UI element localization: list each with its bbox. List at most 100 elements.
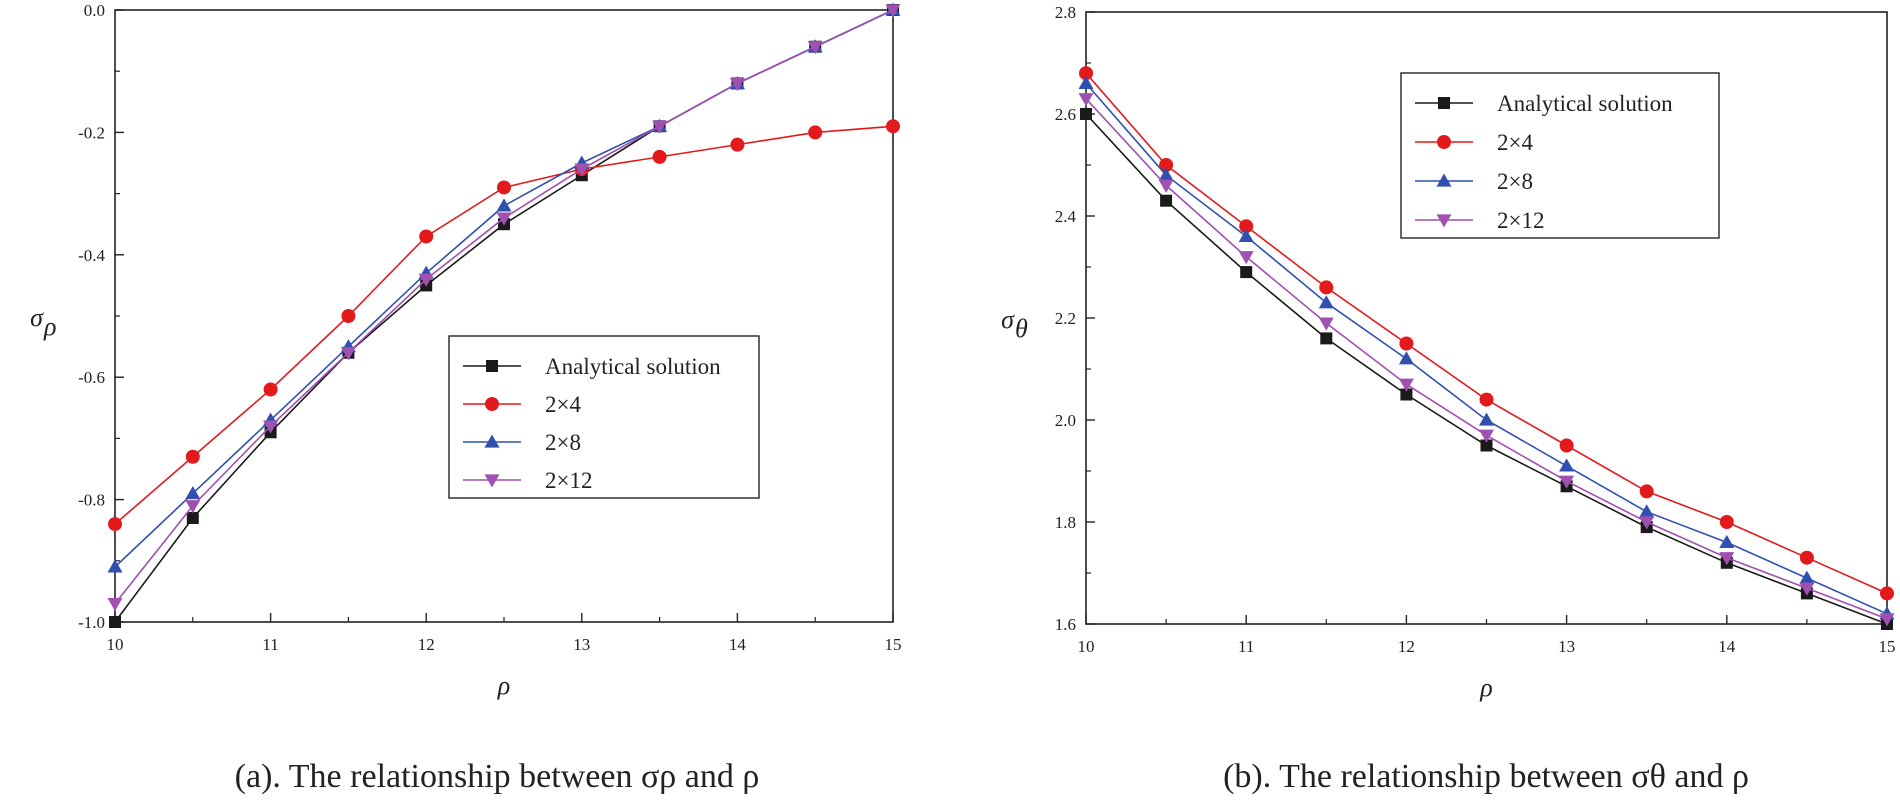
data-point [185,449,200,464]
data-point [1799,550,1814,565]
y-axis-label: σ [30,303,44,332]
data-point [1078,75,1094,90]
data-point [808,125,823,140]
data-point [1238,228,1254,243]
legend-marker [1437,135,1451,149]
data-point [886,119,900,134]
data-point [807,41,823,55]
data-point [729,77,745,91]
data-point [1078,93,1094,107]
data-point [730,137,745,152]
data-point [1318,317,1334,331]
series-line-4 [114,9,894,605]
legend-marker [486,360,498,372]
data-point [652,149,667,164]
legend-label: 2×4 [545,392,581,417]
data-point [419,229,434,244]
data-point [1158,167,1174,181]
legend-label: 2×8 [1497,169,1533,194]
data-point [1400,388,1413,401]
legend-label: 2×4 [1497,130,1533,155]
data-point [1719,552,1735,566]
y-tick-label: -1.0 [78,613,105,632]
data-point [652,120,668,134]
data-point [1080,108,1092,120]
data-point [1159,158,1174,172]
legend-label: Analytical solution [545,354,721,379]
x-tick-label: 15 [885,635,902,654]
y-tick-label: 0.0 [84,1,105,20]
y-tick-label: 2.4 [1055,207,1077,226]
legend-label: 2×12 [545,468,592,493]
x-tick-label: 14 [729,635,747,654]
data-point [109,616,121,628]
caption-a: (a). The relationship between σρ and ρ [235,758,760,795]
data-point [1320,332,1333,345]
x-tick-label: 11 [262,635,278,654]
data-point [1879,613,1895,627]
data-point [1639,504,1655,518]
legend-marker [484,434,500,448]
data-point [418,273,434,287]
data-point [1559,458,1575,472]
x-tick-label: 14 [1718,637,1736,656]
data-point [1719,534,1735,549]
data-point [1398,378,1414,392]
x-tick-label: 10 [107,635,124,654]
data-point [107,559,123,573]
legend-marker [1438,97,1450,109]
data-point [496,212,512,226]
y-tick-label: -0.6 [78,368,105,387]
data-point [1479,392,1494,407]
data-point [1398,351,1414,365]
y-tick-label: -0.8 [78,491,105,510]
data-point [1238,251,1254,265]
data-point [107,598,123,612]
data-point [497,180,511,195]
plot-frame [114,9,894,623]
data-point [1559,475,1575,489]
y-tick-label: 1.8 [1055,513,1076,532]
y-tick-label: 2.0 [1055,411,1076,430]
x-axis-label: ρ [1479,673,1492,702]
data-point [263,382,278,397]
chart-panel-a: 10 11 12 13 14 15-1.0-0.8-0.6-0.4-0.20.0ρσ ρAn… [30,1,901,700]
data-point [1079,66,1093,81]
y-tick-label: 1.6 [1055,615,1076,634]
x-tick-label: 13 [573,635,590,654]
x-tick-label: 12 [418,635,435,654]
data-point [574,163,590,177]
legend-label: 2×8 [545,430,581,455]
data-point [1639,484,1654,499]
y-axis-label: σ [1001,305,1015,334]
data-point [1479,412,1494,426]
data-point [496,198,512,212]
data-point [885,4,901,18]
data-point [1399,336,1414,351]
legend-box [448,335,760,499]
data-point [108,517,122,532]
data-point [1559,438,1574,453]
data-point [1719,515,1734,529]
data-point [185,500,201,514]
data-point [185,485,201,500]
y-tick-label: -0.4 [78,246,105,265]
data-point [341,309,356,323]
legend-marker [484,474,500,488]
y-axis-label-subscript: θ [1015,314,1028,343]
x-tick-label: 12 [1398,637,1415,656]
legend-box [1400,72,1720,239]
data-point [1639,516,1655,530]
x-tick-label: 13 [1558,637,1575,656]
data-point [1239,219,1254,234]
data-point [1240,266,1253,279]
legend-marker [485,397,499,411]
legend-marker [1436,173,1452,187]
data-point [1799,570,1815,584]
series-line-1 [114,9,894,623]
data-point [1160,194,1173,207]
y-axis-label-subscript: ρ [43,312,56,341]
y-tick-label: 2.8 [1055,3,1076,22]
